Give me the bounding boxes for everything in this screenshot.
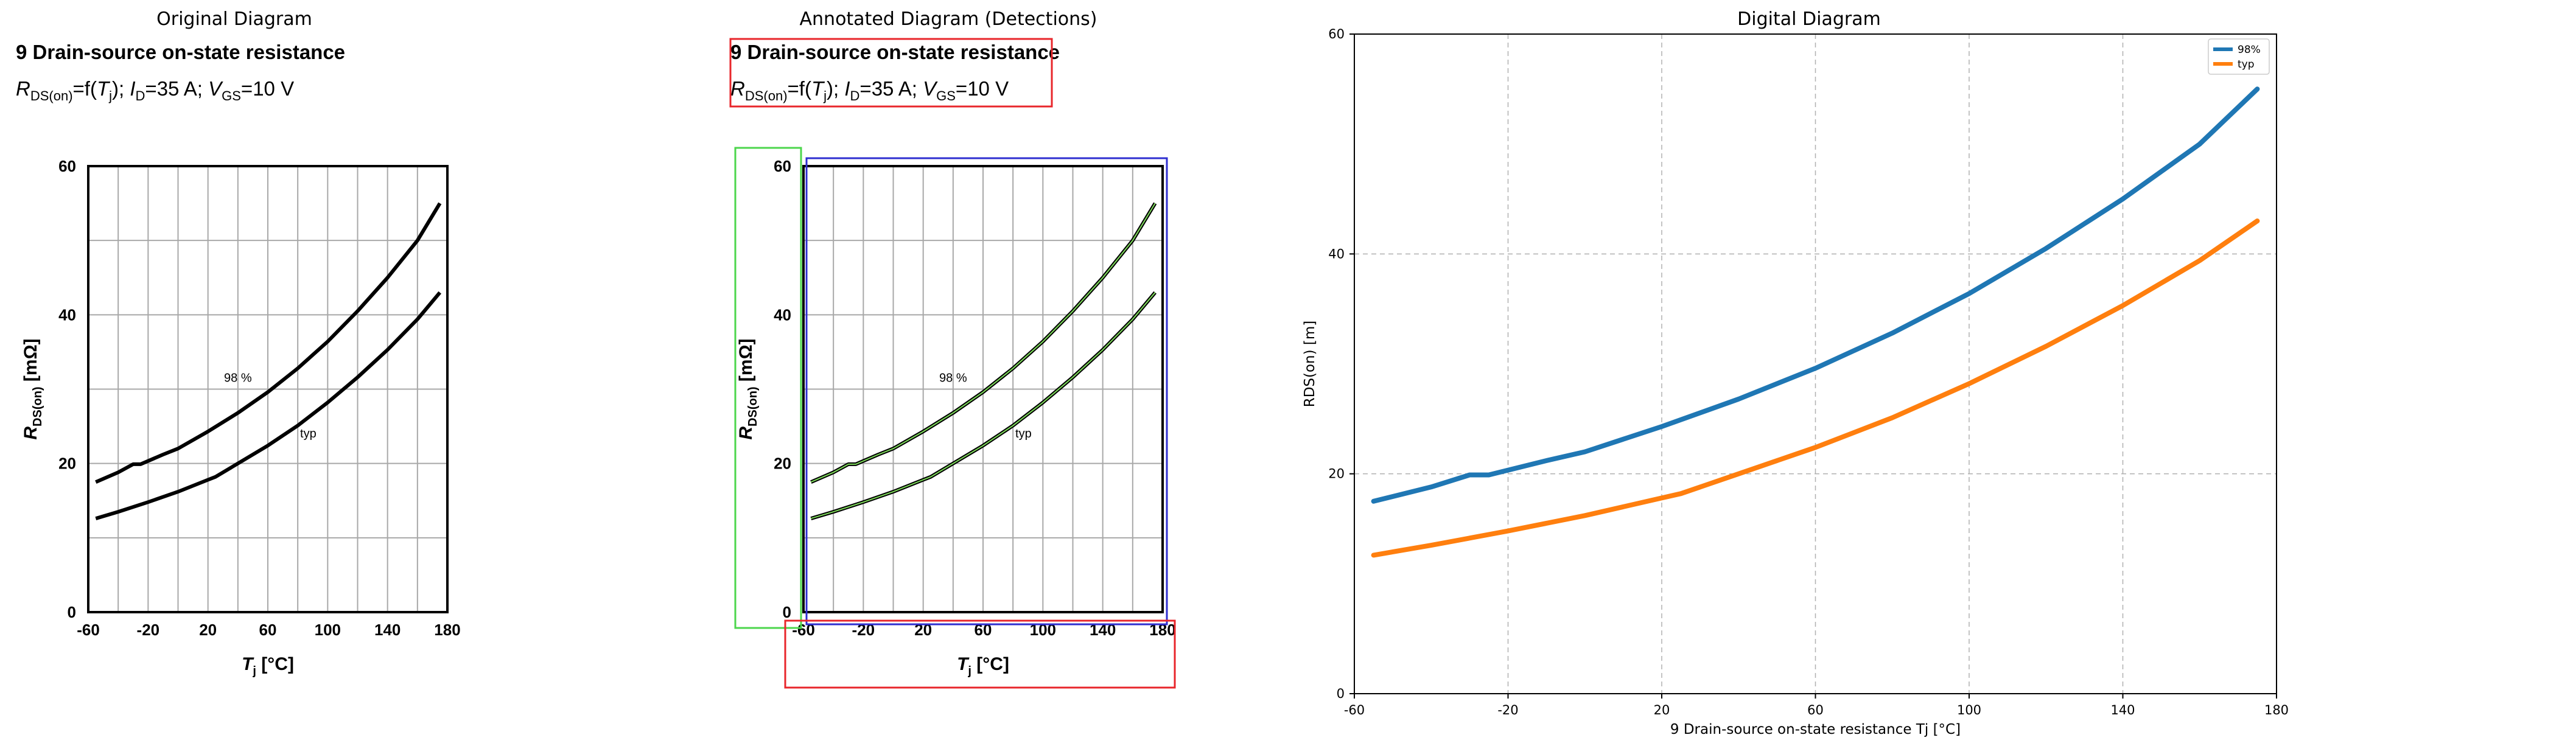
y-axis-label: RDS(on) [mΩ] xyxy=(736,338,760,439)
x-tick-label: 60 xyxy=(259,621,277,639)
plot-detection-box xyxy=(805,157,1168,626)
y-tick-label: 40 xyxy=(774,305,791,324)
annotated-datasheet-title: 9 Drain-source on-state resistance xyxy=(730,41,1060,63)
legend-entry: 98% xyxy=(2238,44,2261,56)
x-axis-label: Tj [°C] xyxy=(242,654,294,678)
digital-x-tick-label: 100 xyxy=(1957,703,1981,717)
digital-x-tick-label: 60 xyxy=(1807,703,1824,717)
y-tick-label: 60 xyxy=(58,157,76,175)
series-line-98 xyxy=(1371,86,2260,504)
y-tick-label: 20 xyxy=(774,455,791,473)
y-axis-detection-box xyxy=(734,147,802,629)
datasheet-curve-typ xyxy=(95,291,441,520)
x-axis-label: Tj [°C] xyxy=(957,654,1009,678)
y-tick-label: 40 xyxy=(58,305,76,324)
detected-curve-overlay xyxy=(811,292,1156,520)
digital-y-tick-label: 0 xyxy=(1337,686,1345,701)
x-tick-label: 100 xyxy=(315,621,341,639)
x-tick-label: -20 xyxy=(137,621,160,639)
digital-y-tick-label: 20 xyxy=(1328,467,1345,481)
plot-frame xyxy=(87,165,449,613)
datasheet-curve-98 xyxy=(95,202,442,484)
annotated-diagram: 9 Drain-source on-state resistance RDS(o… xyxy=(729,38,1176,689)
digital-plot-frame xyxy=(1354,33,2277,694)
digital-y-axis-label: RDS(on) [m] xyxy=(1302,321,1318,408)
plot-frame xyxy=(802,165,1164,613)
original-diagram: 9 Drain-source on-state resistance RDS(o… xyxy=(16,41,461,678)
x-tick-label: -60 xyxy=(77,621,100,639)
x-tick-label: 180 xyxy=(434,621,460,639)
y-tick-label: 0 xyxy=(68,603,76,621)
curve-label-typ: typ xyxy=(300,427,317,441)
curve-label-98: 98 % xyxy=(224,371,252,385)
detected-curve-overlay xyxy=(810,203,1156,483)
annotated-panel-title: Annotated Diagram (Detections) xyxy=(800,9,1097,30)
curve-label-98: 98 % xyxy=(939,371,967,385)
digital-y-tick-label: 60 xyxy=(1328,27,1345,41)
digital-panel-title: Digital Diagram xyxy=(1737,9,1881,30)
curve-label-typ: typ xyxy=(1015,427,1032,441)
title-detection-box xyxy=(729,38,1053,108)
y-tick-label: 60 xyxy=(774,157,791,175)
original-panel-title: Original Diagram xyxy=(156,9,312,30)
digital-diagram: -60 -20 20 60 100 140 180 0 20 40 60 9 Drain-source… xyxy=(1302,27,2289,737)
annotated-datasheet-subtitle: RDS(on)=f(Tj); ID=35 A; VGS=10 V xyxy=(730,77,1009,103)
x-axis-detection-box xyxy=(784,619,1176,689)
digital-x-tick-label: -60 xyxy=(1344,703,1365,717)
x-tick-label: 20 xyxy=(199,621,217,639)
legend-entry: typ xyxy=(2238,58,2255,71)
digital-y-tick-label: 40 xyxy=(1328,246,1345,261)
datasheet-title: 9 Drain-source on-state resistance xyxy=(16,41,345,63)
digital-x-tick-label: -20 xyxy=(1497,703,1518,717)
legend: 98% typ xyxy=(2208,38,2270,75)
datasheet-subtitle: RDS(on)=f(Tj); ID=35 A; VGS=10 V xyxy=(16,77,294,103)
digital-x-tick-label: 140 xyxy=(2110,703,2135,717)
digital-x-tick-label: 20 xyxy=(1654,703,1670,717)
x-tick-label: 140 xyxy=(374,621,401,639)
digital-x-axis-label: 9 Drain-source on-state resistance Tj [°… xyxy=(1670,722,1961,737)
y-tick-label: 0 xyxy=(783,603,791,621)
original-plot-area: 98 % typ -60 -20 20 60 100 140 180 0 20 40 60 Tj [°C]… xyxy=(21,157,461,678)
series-line-typ xyxy=(1371,218,2260,558)
y-tick-label: 20 xyxy=(58,455,76,473)
digital-x-tick-label: 180 xyxy=(2264,703,2289,717)
y-axis-label: RDS(on) [mΩ] xyxy=(21,338,44,439)
